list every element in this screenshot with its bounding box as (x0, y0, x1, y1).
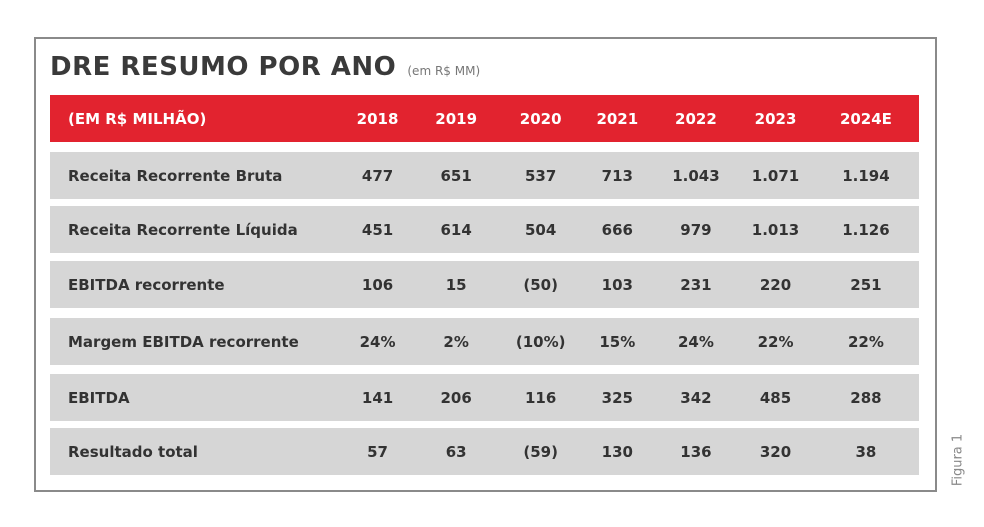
table-cell: 666 (601, 220, 633, 239)
table-cell: 63 (445, 442, 467, 461)
header-year-2018: 2018 (356, 109, 399, 128)
table-cell: 15% (599, 332, 636, 351)
table-header-row: (EM R$ MILHÃO) 2018 2019 2020 2021 2022 … (50, 95, 919, 142)
table-cell: 1.013 (751, 220, 800, 239)
table-cell: 320 (759, 442, 792, 461)
table-cell: 231 (680, 275, 712, 294)
table-cell: 477 (361, 166, 394, 185)
row-label: Receita Recorrente Líquida (68, 220, 298, 239)
table-cell: 136 (680, 442, 712, 461)
table-cell: 504 (525, 220, 557, 239)
table-cell: 106 (361, 275, 394, 294)
table-cell: 342 (680, 388, 712, 407)
table-row: Resultado total 57 63 (59) 130 136 320 3… (50, 428, 919, 475)
page-subtitle: (em R$ MM) (407, 64, 481, 78)
table-cell: 22% (757, 332, 794, 351)
table-cell: 24% (677, 332, 714, 351)
table-cell: 713 (601, 166, 633, 185)
table-cell: 325 (601, 388, 633, 407)
table-cell: 103 (601, 275, 633, 294)
table-cell: 614 (440, 220, 472, 239)
table-cell: 220 (759, 275, 792, 294)
header-year-2022: 2022 (675, 109, 717, 128)
header-year-2020: 2020 (519, 109, 562, 128)
table-cell: 979 (680, 220, 712, 239)
table-cell: 1.071 (751, 166, 800, 185)
table-cell: 251 (850, 275, 882, 294)
header-year-2023: 2023 (754, 109, 797, 128)
table-row: Receita Recorrente Bruta 477 651 537 713… (50, 152, 919, 199)
table-cell: 1.043 (672, 166, 720, 185)
header-year-2024e: 2024E (839, 109, 892, 128)
figure-caption: Figura 1 (948, 425, 968, 495)
table-cell: 1.194 (842, 166, 890, 185)
table-cell: 288 (850, 388, 882, 407)
row-label: Margem EBITDA recorrente (68, 332, 299, 351)
table-row: Margem EBITDA recorrente 24% 2% (10%) 15… (50, 318, 919, 365)
table-cell: (50) (523, 275, 558, 294)
row-label: Resultado total (68, 442, 198, 461)
table-row: EBITDA 141 206 116 325 342 485 288 (50, 374, 919, 421)
table-row: EBITDA recorrente 106 15 (50) 103 231 22… (50, 261, 919, 308)
table-cell: 57 (367, 442, 388, 461)
table-cell: 130 (601, 442, 633, 461)
table-cell: 24% (359, 332, 396, 351)
table-cell: 38 (855, 442, 877, 461)
header-year-2021: 2021 (596, 109, 639, 128)
table-cell: 537 (525, 166, 557, 185)
page-title: DRE RESUMO POR ANO (50, 52, 397, 82)
table-cell: 1.126 (842, 220, 890, 239)
figure-caption-text: Figura 1 (950, 433, 966, 487)
table-cell: 15 (445, 275, 467, 294)
row-label: EBITDA (68, 388, 130, 407)
table-cell: 116 (525, 388, 557, 407)
table-cell: (10%) (515, 332, 566, 351)
row-label: EBITDA recorrente (68, 275, 225, 294)
header-year-2019: 2019 (435, 109, 478, 128)
row-label: Receita Recorrente Bruta (68, 166, 283, 185)
table-cell: 451 (361, 220, 394, 239)
table-cell: 141 (361, 388, 394, 407)
table-frame (34, 37, 937, 492)
table-cell: 22% (847, 332, 884, 351)
table-cell: (59) (523, 442, 558, 461)
header-label: (EM R$ MILHÃO) (68, 109, 207, 128)
table-cell: 2% (443, 332, 469, 351)
table-cell: 485 (759, 388, 792, 407)
table-cell: 206 (440, 388, 472, 407)
table-cell: 651 (440, 166, 472, 185)
title-block: DRE RESUMO POR ANO (em R$ MM) (50, 52, 480, 82)
table-row: Receita Recorrente Líquida 451 614 504 6… (50, 206, 919, 253)
